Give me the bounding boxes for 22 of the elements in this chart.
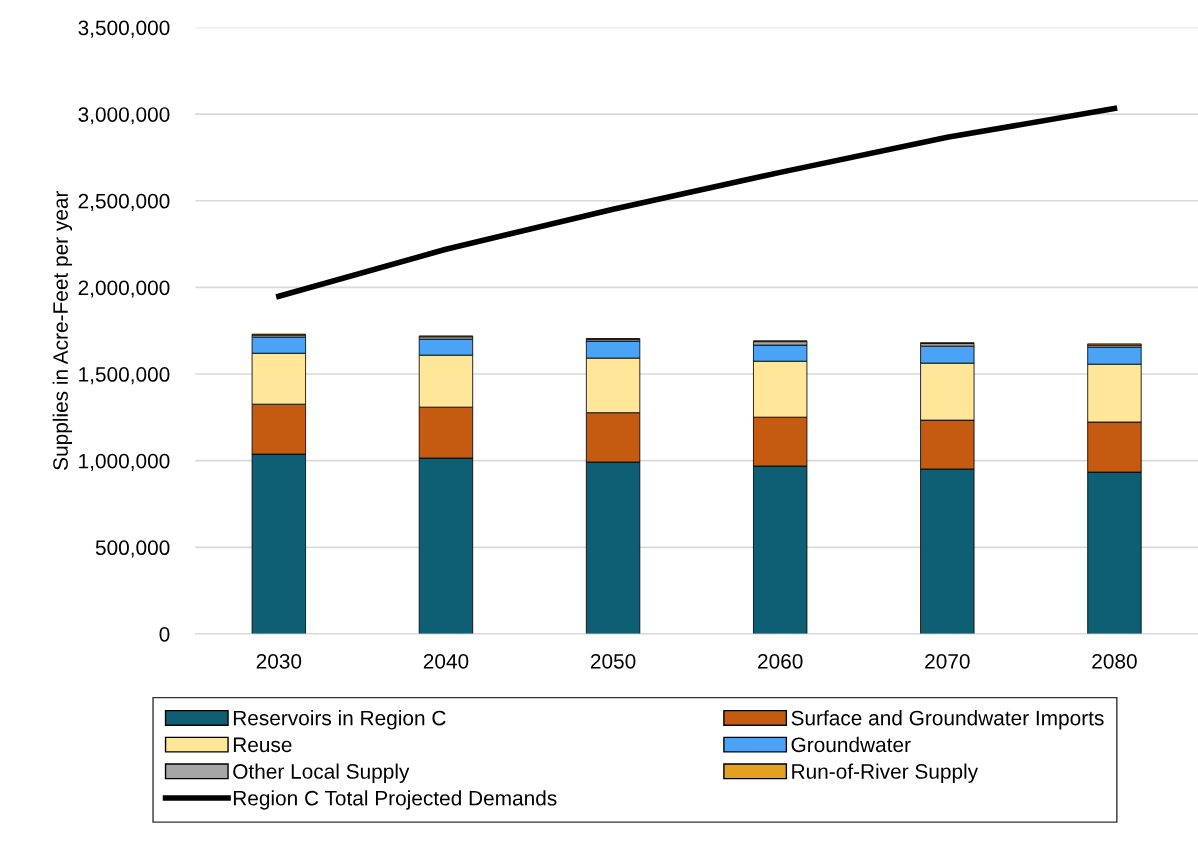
- y-tick-label: 3,000,000: [78, 107, 170, 125]
- x-tick-label: 2060: [758, 653, 803, 669]
- y-tick-label: 1,500,000: [79, 367, 170, 385]
- y-tick-label: 0: [159, 626, 170, 642]
- y-axis-title: Supplies in Acre-Feet per year: [52, 190, 73, 470]
- x-tick-label: 2030: [256, 653, 302, 669]
- legend-label: Run-of-River Supply: [792, 763, 979, 783]
- x-tick-label: 2080: [1092, 653, 1137, 669]
- x-tick-label: 2040: [423, 653, 469, 669]
- legend-label: Groundwater: [791, 736, 911, 753]
- legend-label: Surface and Groundwater Imports: [791, 710, 1104, 730]
- x-tick-label: 2050: [590, 653, 636, 669]
- x-tick-label: 2070: [925, 653, 970, 669]
- legend-label: Other Local Supply: [233, 763, 410, 783]
- y-tick-label: 1,000,000: [79, 453, 170, 471]
- y-tick-label: 2,500,000: [78, 193, 170, 211]
- legend-label: Reuse: [233, 737, 292, 753]
- y-tick-label: 3,500,000: [78, 20, 170, 38]
- y-tick-label: 500,000: [95, 540, 170, 558]
- legend-label: Reservoirs in Region C: [233, 710, 446, 730]
- legend-label: Region C Total Projected Demands: [233, 790, 557, 810]
- y-tick-label: 2,000,000: [78, 280, 170, 298]
